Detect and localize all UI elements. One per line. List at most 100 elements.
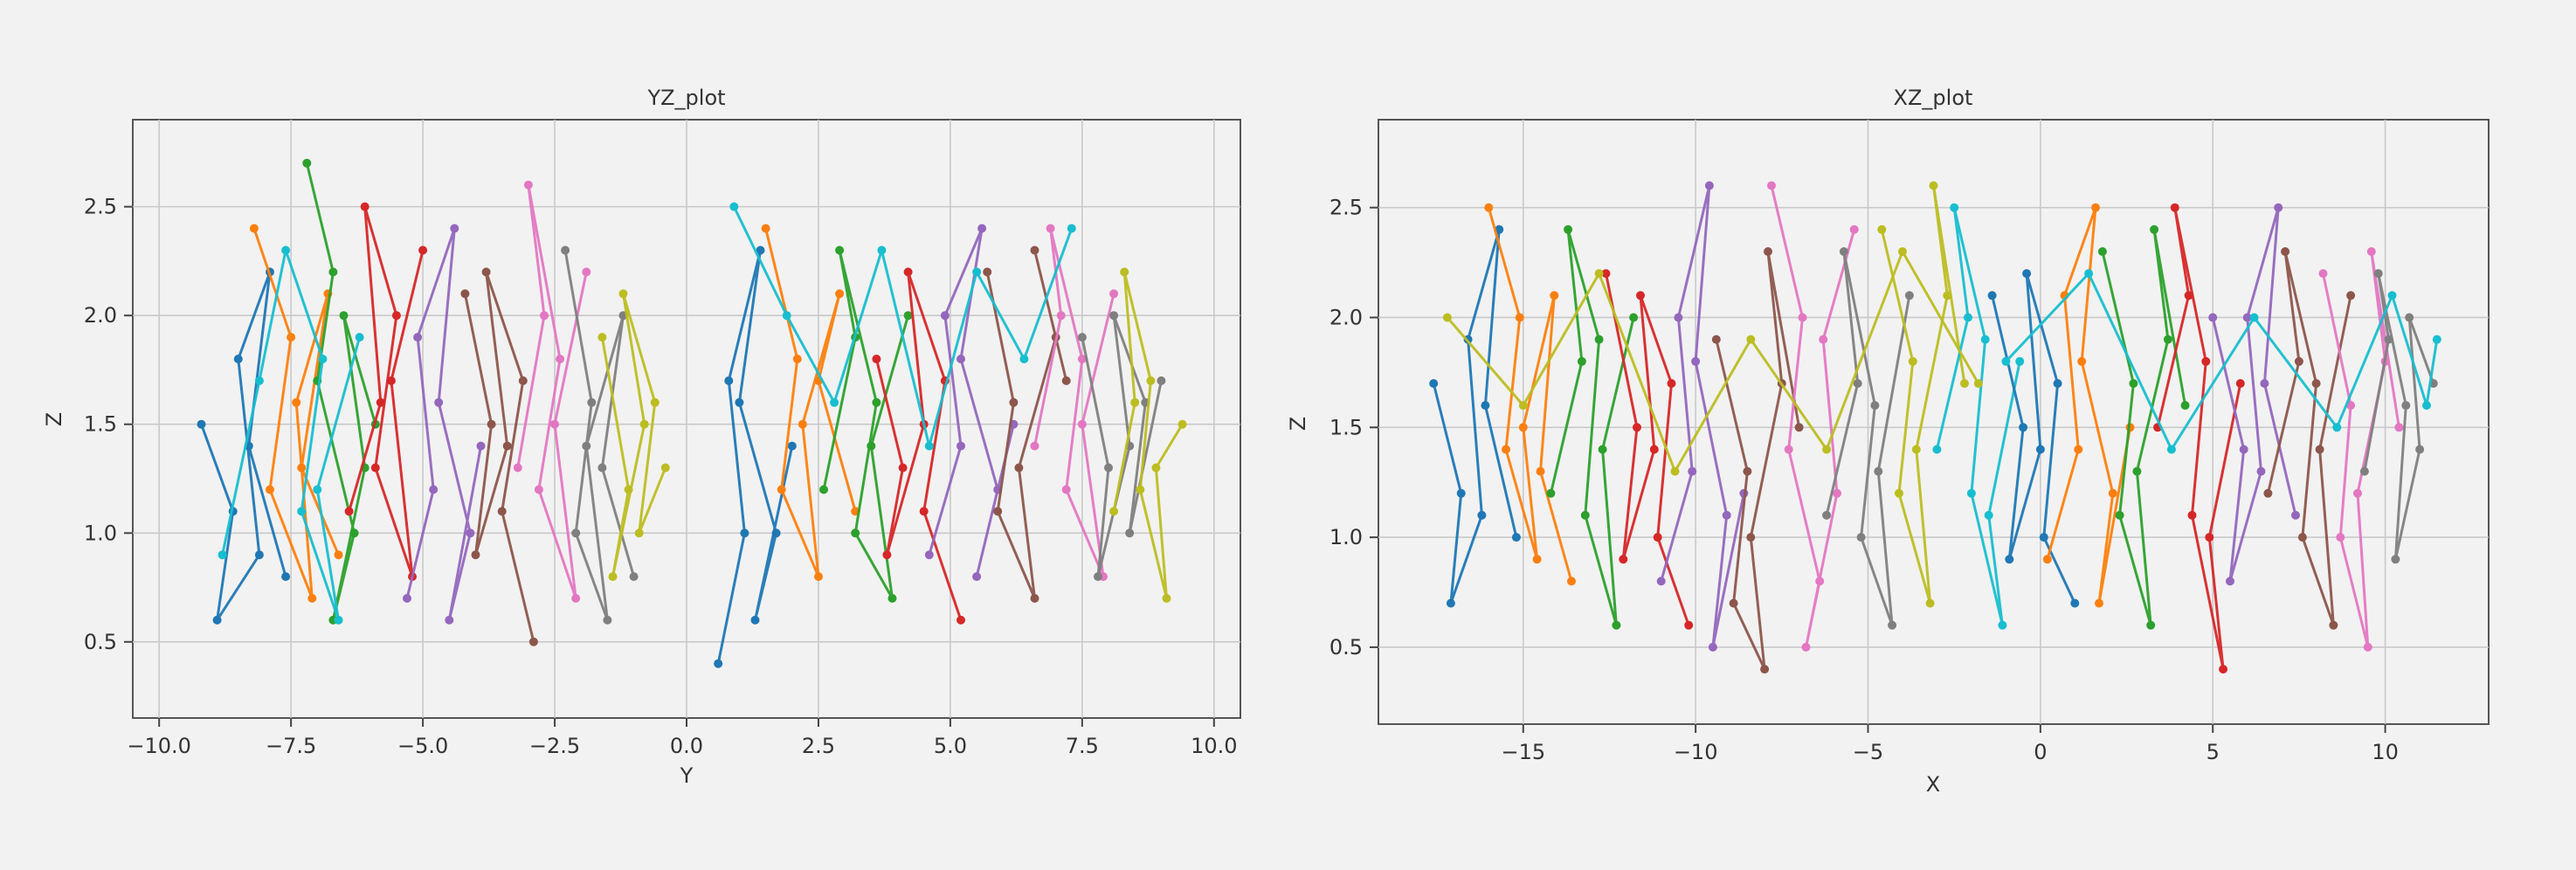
yz-data-point xyxy=(582,442,590,451)
xz-data-point xyxy=(2077,357,2086,366)
yz-data-point xyxy=(661,464,670,473)
yz-data-point xyxy=(872,355,881,363)
yz-x-tick-label: 2.5 xyxy=(802,734,835,758)
xz-data-point xyxy=(1840,247,1848,256)
yz-data-point xyxy=(788,442,797,451)
xz-data-point xyxy=(1819,335,1827,344)
yz-data-point xyxy=(350,528,359,537)
xz-data-point xyxy=(1854,379,1862,388)
yz-data-point xyxy=(460,289,469,298)
xz-data-point xyxy=(1950,204,1958,212)
yz-data-point xyxy=(529,638,538,646)
xz-data-point xyxy=(1612,621,1620,630)
xz-data-point xyxy=(2298,533,2307,542)
yz-x-tick-label: −5.0 xyxy=(397,734,448,758)
xz-data-point xyxy=(1795,423,1804,432)
xz-y-tick-label: 0.5 xyxy=(1329,635,1363,659)
yz-data-point xyxy=(1094,572,1102,581)
yz-data-point xyxy=(904,267,913,276)
xz-data-point xyxy=(2070,599,2079,608)
xz-data-point xyxy=(2394,423,2403,432)
xz-data-point xyxy=(1447,599,1455,608)
xz-data-point xyxy=(1877,225,1886,234)
xz-data-point xyxy=(2257,467,2266,476)
yz-y-tick-label: 0.5 xyxy=(84,630,117,654)
xz-data-point xyxy=(1943,291,1951,300)
yz-data-point xyxy=(302,159,311,168)
yz-x-axis-label: Y xyxy=(680,763,694,788)
xz-data-point xyxy=(1799,314,1807,322)
xz-data-point xyxy=(1926,599,1935,608)
yz-data-point xyxy=(540,311,549,320)
yz-data-point xyxy=(313,486,321,494)
xz-data-point xyxy=(2433,335,2441,344)
xz-data-point xyxy=(1668,379,1676,388)
xz-data-point xyxy=(1967,489,1976,498)
xz-data-point xyxy=(2332,423,2341,432)
yz-data-point xyxy=(1151,464,1160,473)
xz-data-point xyxy=(1595,269,1604,278)
yz-data-point xyxy=(472,550,480,559)
xz-data-point xyxy=(1516,314,1524,322)
yz-data-point xyxy=(899,464,908,473)
xz-data-point xyxy=(1481,401,1489,410)
yz-data-point xyxy=(477,442,486,451)
xz-data-point xyxy=(1767,182,1776,190)
yz-data-point xyxy=(556,355,564,363)
xz-data-point xyxy=(1636,291,1645,300)
xz-data-point xyxy=(2036,445,2045,454)
xz-data-point xyxy=(1723,511,1731,520)
yz-data-point xyxy=(972,267,981,276)
xz-data-point xyxy=(1705,182,1714,190)
yz-x-tick-label: 7.5 xyxy=(1066,734,1099,758)
xz-data-point xyxy=(2388,291,2397,300)
xz-data-point xyxy=(1519,423,1528,432)
yz-data-point xyxy=(619,289,628,298)
xz-data-point xyxy=(1650,445,1659,454)
xz-data-point xyxy=(1564,225,1572,234)
yz-data-point xyxy=(1031,594,1039,603)
yz-data-point xyxy=(1067,224,1076,233)
yz-data-point xyxy=(1109,289,1118,298)
xz-x-tick-label: −5 xyxy=(1853,740,1883,764)
yz-data-point xyxy=(345,507,354,515)
yz-data-point xyxy=(920,507,929,515)
yz-data-point xyxy=(281,572,290,581)
yz-data-point xyxy=(872,398,881,407)
yz-data-point xyxy=(1046,224,1055,233)
yz-data-point xyxy=(266,486,274,494)
xz-data-point xyxy=(2250,314,2259,322)
yz-data-point xyxy=(255,550,264,559)
yz-data-point xyxy=(597,464,606,473)
yz-data-point xyxy=(281,246,290,255)
xz-data-point xyxy=(1654,533,1662,542)
yz-data-point xyxy=(213,616,222,625)
yz-data-point xyxy=(882,550,891,559)
xz-data-point xyxy=(2167,445,2176,454)
xz-data-point xyxy=(1550,291,1558,300)
xz-data-point xyxy=(2316,445,2324,454)
xz-data-point xyxy=(1857,533,1866,542)
xz-data-point xyxy=(2091,204,2100,212)
xz-data-point xyxy=(2150,225,2158,234)
xz-data-point xyxy=(1502,445,1510,454)
xz-data-point xyxy=(1898,247,1907,256)
yz-data-point xyxy=(297,464,306,473)
yz-data-point xyxy=(1125,528,1134,537)
xz-data-point xyxy=(1912,445,1921,454)
xz-data-point xyxy=(2040,533,2048,542)
xz-data-point xyxy=(2422,401,2431,410)
xz-data-point xyxy=(1443,314,1452,322)
xz-x-axis-label: X xyxy=(1926,772,1940,797)
yz-data-point xyxy=(1146,376,1155,385)
yz-data-point xyxy=(487,420,496,429)
xz-data-point xyxy=(2236,379,2245,388)
yz-data-point xyxy=(983,267,991,276)
xz-data-point xyxy=(1657,577,1666,585)
xz-data-point xyxy=(1477,511,1486,520)
xz-data-point xyxy=(1709,643,1717,652)
yz-data-point xyxy=(877,246,886,255)
yz-data-point xyxy=(514,464,522,473)
yz-data-point xyxy=(218,550,227,559)
yz-data-point xyxy=(466,528,474,537)
